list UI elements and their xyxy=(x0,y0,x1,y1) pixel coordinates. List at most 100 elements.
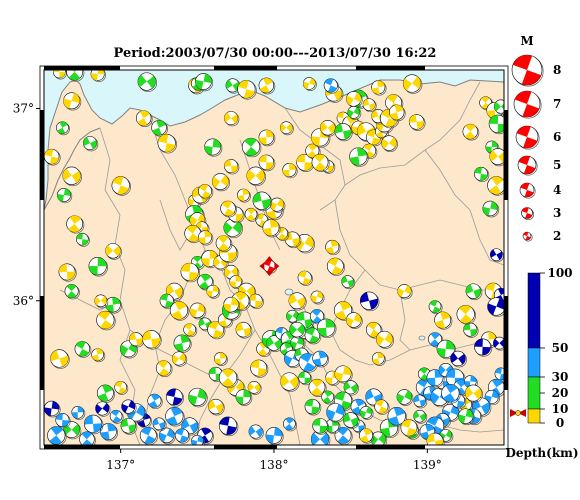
map-title: Period:2003/07/30 00:00---2013/07/30 16:… xyxy=(114,46,437,61)
earthquake-mechanism xyxy=(266,335,283,353)
earthquake-mechanism xyxy=(224,159,240,175)
earthquake-mechanism xyxy=(490,248,504,263)
earthquake-mechanism xyxy=(121,399,137,415)
earthquake-mechanism xyxy=(74,341,92,358)
magnitude-legend: M 8 7 6 5 4 3 2 xyxy=(511,34,561,243)
earthquake-mechanism xyxy=(305,143,321,160)
earthquake-mechanism xyxy=(457,408,475,426)
earthquake-mechanism xyxy=(94,294,109,309)
earthquake-mechanism xyxy=(139,426,158,445)
earthquake-mechanism xyxy=(246,166,266,187)
frame-ticks xyxy=(39,65,509,450)
depth-bar-0-10 xyxy=(527,408,541,424)
latitude-tick-label: 36° xyxy=(13,294,34,308)
earthquake-mechanism xyxy=(462,123,480,141)
latitude-tick-label: 37° xyxy=(13,101,34,115)
earthquake-mechanism xyxy=(413,394,428,409)
earthquake-mechanism xyxy=(55,412,71,429)
earthquake-mechanism xyxy=(341,275,356,290)
earthquake-mechanism xyxy=(302,77,317,92)
earthquake-mechanism xyxy=(171,351,188,367)
earthquake-mechanism xyxy=(58,263,77,282)
earthquake-mechanism xyxy=(151,119,168,137)
depth-tick-label: 30 xyxy=(552,370,569,384)
earthquake-mechanism xyxy=(262,219,281,238)
earthquake-mechanism xyxy=(289,321,306,339)
earthquake-mechanism xyxy=(155,360,173,378)
earthquake-mechanism xyxy=(215,235,233,253)
earthquake-mechanism xyxy=(325,239,341,256)
earthquake-mechanism xyxy=(165,407,185,427)
earthquake-mechanism xyxy=(375,330,395,349)
earthquake-mechanism xyxy=(450,350,467,368)
star-marker-icon xyxy=(259,256,280,277)
earthquake-mechanism xyxy=(152,417,167,432)
earthquake-mechanism xyxy=(489,148,504,167)
magnitude-legend-label: 7 xyxy=(553,97,561,111)
earthquake-mechanism xyxy=(71,406,86,420)
depth-tick-label: 50 xyxy=(552,341,569,355)
earthquake-mechanism xyxy=(224,111,240,127)
earthquake-mechanism xyxy=(464,384,483,403)
depth-legend: Depth(km) 100 50 30 20 100 xyxy=(505,266,578,460)
earthquake-mechanism xyxy=(308,378,327,397)
depth-tick-label: 0 xyxy=(556,416,564,430)
earthquake-mechanism xyxy=(370,431,388,445)
earthquake-mechanism xyxy=(235,389,253,406)
earthquake-mechanism xyxy=(169,301,190,321)
earthquake-mechanism xyxy=(359,291,380,312)
earthquake-mechanism xyxy=(50,349,70,369)
latitude-labels: 37° 36° xyxy=(13,101,40,308)
earthquake-mechanism xyxy=(224,264,240,281)
earthquake-mechanism xyxy=(180,262,201,283)
earthquake-mechanism xyxy=(157,133,178,154)
earthquake-mechanism xyxy=(346,312,363,329)
magnitude-legend-label: 2 xyxy=(553,229,561,243)
earthquake-mechanism xyxy=(66,70,85,82)
earthquake-mechanism xyxy=(206,284,221,299)
earthquake-mechanism xyxy=(346,91,363,108)
earthquake-mechanism xyxy=(282,163,298,179)
earthquake-mechanism xyxy=(265,426,284,445)
earthquake-mechanism xyxy=(64,284,80,300)
earthquake-mechanism xyxy=(142,330,162,350)
earthquake-mechanism xyxy=(248,424,264,440)
earthquake-mechanism xyxy=(473,166,490,183)
earthquake-mechanism xyxy=(188,387,208,408)
depth-legend-title: Depth(km) xyxy=(505,446,578,460)
earthquake-mechanism xyxy=(105,243,122,260)
depth-bar-30-50 xyxy=(527,347,541,378)
magnitude-legend-mechanism xyxy=(522,231,533,242)
earthquake-mechanism xyxy=(463,375,478,390)
earthquake-mechanism xyxy=(137,72,158,92)
earthquake-mechanism xyxy=(298,371,313,386)
earthquake-mechanism xyxy=(319,119,337,137)
earthquake-mechanism xyxy=(441,383,461,404)
earthquake-mechanism xyxy=(279,121,294,136)
earthquake-mechanism xyxy=(317,318,337,339)
earthquake-mechanism xyxy=(195,73,214,92)
earthquake-mechanism xyxy=(91,348,106,363)
longitude-tick-label: 139° xyxy=(413,458,442,472)
earthquake-mechanism xyxy=(347,106,362,120)
earthquake-mechanism xyxy=(333,301,354,321)
earthquake-mechanism xyxy=(111,176,132,196)
earthquake-mechanism xyxy=(310,290,325,305)
earthquake-mechanism xyxy=(381,135,398,153)
lake xyxy=(284,288,294,296)
longitude-tick-label: 138° xyxy=(260,458,289,472)
earthquake-mechanism xyxy=(135,110,153,128)
earthquake-mechanism xyxy=(66,215,85,234)
earthquake-mechanism xyxy=(184,225,203,244)
earthquake-mechanism xyxy=(413,409,428,424)
depth-legend-marker-icon xyxy=(510,409,526,417)
depth-bar-50-100 xyxy=(527,272,541,349)
earthquake-mechanism xyxy=(218,416,239,437)
earthquake-mechanism xyxy=(47,426,67,445)
earthquake-mechanism xyxy=(189,302,207,320)
earthquake-mechanism xyxy=(218,368,239,389)
earthquake-mechanism xyxy=(158,427,176,445)
earthquake-mechanism xyxy=(436,339,457,360)
magnitude-legend-mechanism xyxy=(517,155,538,176)
